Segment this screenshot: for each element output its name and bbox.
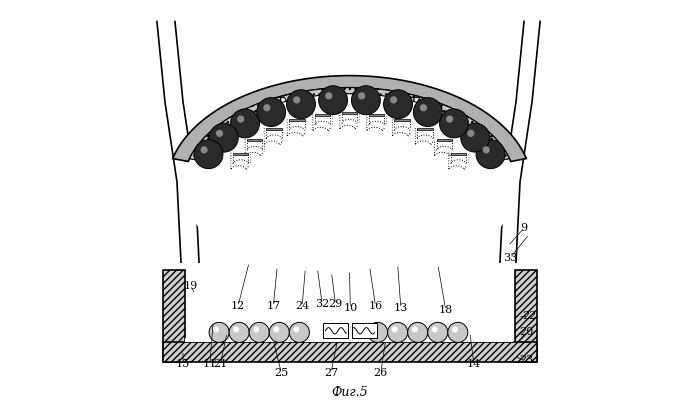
Circle shape (229, 322, 250, 343)
Circle shape (388, 322, 408, 343)
Circle shape (293, 96, 301, 103)
Text: 19: 19 (184, 281, 198, 291)
Ellipse shape (183, 88, 516, 284)
Bar (417, 128, 433, 130)
Circle shape (319, 86, 347, 115)
Circle shape (325, 92, 332, 99)
Polygon shape (486, 136, 510, 160)
Text: 24: 24 (295, 301, 309, 311)
Bar (369, 114, 384, 116)
Text: 9: 9 (521, 223, 528, 233)
Circle shape (413, 98, 442, 126)
Bar (352, 323, 377, 339)
Circle shape (428, 322, 448, 343)
Circle shape (210, 123, 238, 152)
Circle shape (237, 116, 245, 123)
Text: 13: 13 (394, 303, 408, 314)
Text: 14: 14 (467, 360, 481, 370)
Circle shape (209, 322, 229, 343)
Circle shape (448, 322, 468, 343)
Text: 17: 17 (266, 301, 280, 311)
Polygon shape (283, 88, 335, 101)
Circle shape (372, 326, 377, 332)
Text: 11: 11 (203, 360, 217, 370)
Circle shape (368, 322, 388, 343)
Polygon shape (189, 88, 510, 160)
Text: 27: 27 (324, 368, 338, 377)
Polygon shape (339, 88, 401, 98)
Text: 32: 32 (315, 299, 329, 309)
Circle shape (390, 96, 397, 103)
Text: 20: 20 (519, 327, 533, 337)
Circle shape (440, 109, 468, 138)
Bar (342, 112, 357, 114)
Circle shape (482, 146, 490, 154)
Circle shape (287, 90, 315, 119)
Text: 18: 18 (439, 305, 453, 316)
Polygon shape (221, 98, 278, 127)
Circle shape (233, 326, 239, 332)
Circle shape (201, 146, 208, 154)
Circle shape (461, 123, 489, 152)
Circle shape (476, 140, 505, 168)
Polygon shape (173, 76, 526, 162)
Circle shape (213, 326, 219, 332)
Circle shape (264, 104, 271, 112)
Text: 12: 12 (231, 301, 245, 311)
Polygon shape (189, 136, 213, 160)
Bar (247, 139, 263, 141)
Text: 26: 26 (374, 368, 388, 377)
Text: 15: 15 (176, 360, 190, 370)
Text: 33: 33 (503, 253, 517, 263)
Text: 29: 29 (329, 299, 343, 309)
Circle shape (391, 326, 398, 332)
Bar (163, 270, 185, 362)
Circle shape (289, 322, 310, 343)
Bar (289, 120, 305, 121)
Text: 23: 23 (519, 356, 533, 366)
Bar (266, 128, 282, 130)
Bar (436, 139, 452, 141)
Circle shape (384, 90, 412, 119)
Bar (163, 343, 537, 362)
Circle shape (257, 98, 286, 126)
Circle shape (269, 322, 289, 343)
Circle shape (408, 322, 428, 343)
Bar (315, 114, 330, 116)
Text: 16: 16 (368, 301, 383, 311)
Circle shape (467, 130, 475, 137)
Circle shape (294, 326, 299, 332)
Circle shape (432, 326, 438, 332)
Bar (185, 339, 513, 343)
Circle shape (250, 322, 269, 343)
Circle shape (216, 130, 223, 137)
Circle shape (231, 109, 259, 138)
Circle shape (194, 140, 223, 168)
Circle shape (273, 326, 280, 332)
Circle shape (412, 326, 418, 332)
Bar (324, 323, 348, 339)
Bar (514, 270, 537, 362)
Text: 22: 22 (522, 311, 536, 321)
Bar (394, 120, 410, 121)
Circle shape (452, 326, 458, 332)
Text: Фиг.5: Фиг.5 (331, 386, 368, 399)
Bar (451, 153, 466, 154)
Circle shape (420, 104, 427, 112)
Text: 25: 25 (274, 368, 289, 377)
Text: 21: 21 (213, 360, 227, 370)
Bar (233, 153, 248, 154)
Circle shape (446, 116, 453, 123)
Circle shape (352, 86, 380, 115)
Circle shape (358, 92, 365, 99)
Circle shape (253, 326, 259, 332)
Text: 10: 10 (343, 303, 357, 314)
Polygon shape (417, 97, 484, 132)
